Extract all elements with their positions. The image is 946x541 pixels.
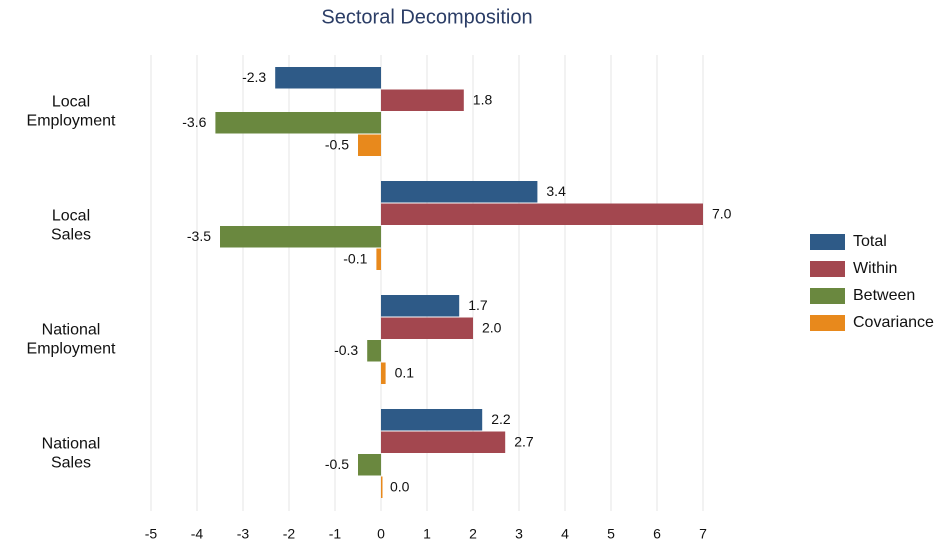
bar (358, 454, 381, 476)
data-label: 2.2 (491, 411, 511, 427)
bar (381, 89, 464, 111)
y-tick-label: Sales (51, 455, 91, 472)
bar (381, 203, 703, 225)
data-label: 2.7 (514, 433, 534, 449)
x-tick-label: 1 (423, 526, 431, 541)
bar (381, 295, 460, 317)
bar (381, 409, 483, 431)
x-tick-label: 2 (469, 526, 477, 541)
legend-label: Within (853, 260, 897, 277)
bar (381, 181, 538, 203)
y-tick-label: National (42, 436, 101, 453)
bar (381, 476, 383, 498)
x-tick-label: -1 (329, 526, 342, 541)
data-label: 7.0 (712, 205, 732, 221)
data-label: -2.3 (242, 69, 266, 85)
x-tick-label: 0 (377, 526, 385, 541)
x-tick-label: -5 (145, 526, 158, 541)
data-label: 3.4 (546, 183, 566, 199)
data-label: -0.5 (325, 456, 349, 472)
data-label: -0.5 (325, 136, 349, 152)
legend-swatch (810, 261, 845, 277)
y-tick-label: Local (52, 208, 90, 225)
bar (275, 67, 381, 89)
bar (367, 340, 381, 362)
data-label: 1.8 (473, 91, 493, 107)
data-label: 0.0 (390, 478, 410, 494)
x-tick-label: 3 (515, 526, 523, 541)
data-label: -0.3 (334, 342, 358, 358)
legend-swatch (810, 315, 845, 331)
x-tick-label: 6 (653, 526, 661, 541)
x-tick-label: -4 (191, 526, 204, 541)
bar (220, 226, 381, 248)
bar (381, 431, 506, 453)
bar (376, 248, 381, 270)
bar (358, 134, 381, 156)
x-tick-label: 7 (699, 526, 707, 541)
bar (381, 317, 473, 339)
x-tick-label: -2 (283, 526, 296, 541)
legend-swatch (810, 234, 845, 250)
y-tick-label: National (42, 322, 101, 339)
y-tick-label: Sales (51, 227, 91, 244)
data-label: -3.6 (182, 114, 206, 130)
data-label: 2.0 (482, 319, 502, 335)
y-tick-label: Employment (27, 341, 116, 358)
legend-swatch (810, 288, 845, 304)
data-label: 1.7 (468, 297, 488, 313)
chart-title: Sectoral Decomposition (321, 6, 532, 28)
legend-label: Between (853, 287, 915, 304)
data-label: -3.5 (187, 228, 211, 244)
y-tick-label: Employment (27, 113, 116, 130)
x-tick-label: 4 (561, 526, 569, 541)
x-tick-label: 5 (607, 526, 615, 541)
x-tick-label: -3 (237, 526, 250, 541)
legend-label: Covariance (853, 314, 934, 331)
legend-label: Total (853, 233, 887, 250)
data-label: -0.1 (343, 250, 367, 266)
bar (381, 362, 386, 384)
y-tick-label: Local (52, 94, 90, 111)
bar (215, 112, 381, 134)
data-label: 0.1 (395, 364, 415, 380)
